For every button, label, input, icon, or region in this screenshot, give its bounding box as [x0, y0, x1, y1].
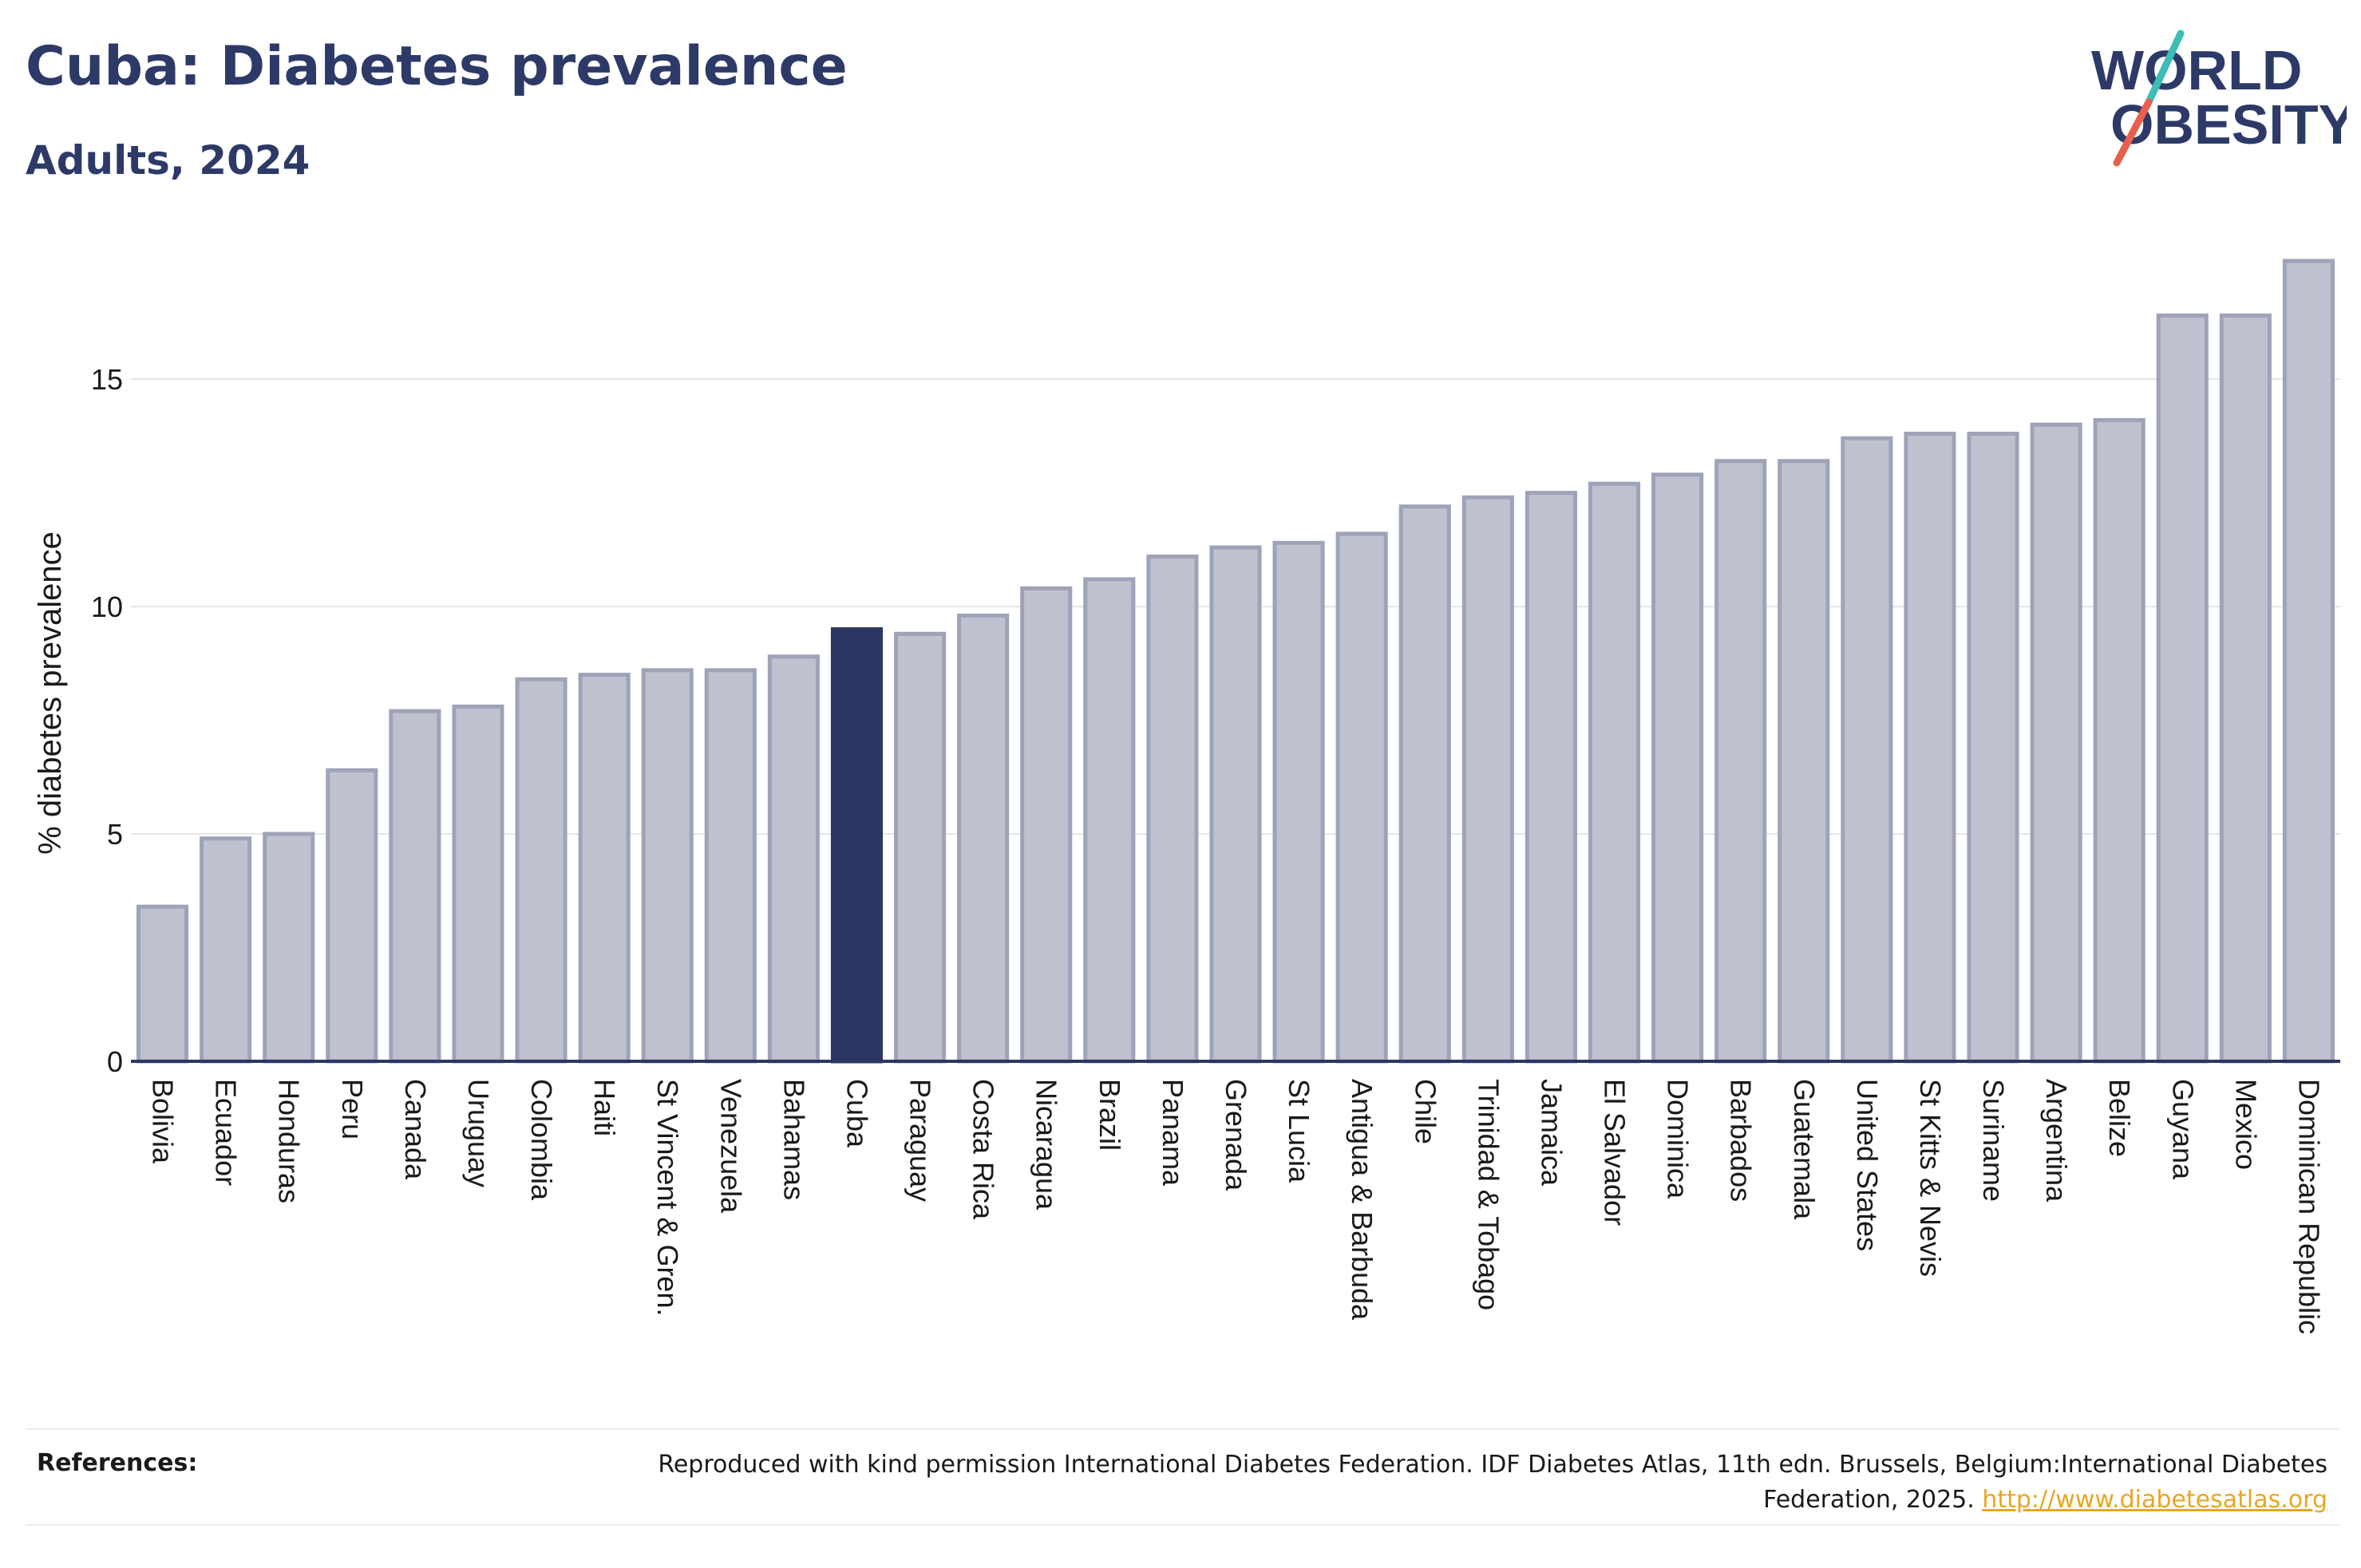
x-tick-labels: Bolivia Ecuador Honduras Peru Canada Uruguay C…	[147, 1079, 2326, 1334]
y-tick-label: 10	[91, 590, 123, 623]
references-label: References:	[37, 1449, 198, 1477]
x-tick-label: Paraguay	[904, 1079, 937, 1202]
logo-slash-red	[2113, 98, 2153, 167]
bar	[200, 836, 252, 1064]
x-tick-label: Cuba	[840, 1079, 873, 1148]
references-link[interactable]: http://www.diabetesatlas.org	[1982, 1486, 2327, 1514]
bar	[767, 654, 820, 1064]
x-tick-label: St Lucia	[1283, 1079, 1315, 1183]
x-tick-label: Brazil	[1093, 1079, 1126, 1151]
x-tick-label: Dominican Republic	[2292, 1079, 2325, 1334]
bar	[515, 677, 568, 1064]
bar	[2030, 422, 2082, 1064]
x-tick-label: St Kitts & Nevis	[1914, 1079, 1947, 1277]
bar	[1461, 495, 1514, 1064]
x-tick-label: Grenada	[1220, 1079, 1252, 1191]
x-tick-label: Suriname	[1977, 1079, 2010, 1202]
bar	[1714, 459, 1767, 1064]
x-tick-label: Ecuador	[210, 1079, 243, 1186]
chart-title: Cuba: Diabetes prevalence	[26, 35, 848, 98]
bar	[136, 904, 189, 1064]
x-tick-label: Mexico	[2229, 1079, 2262, 1170]
bar	[1020, 586, 1073, 1064]
x-tick-label: Costa Rica	[967, 1079, 1000, 1220]
bar	[1904, 432, 1956, 1064]
bar-chart: 0 5 10 15 Bolivia Ecuador Honduras Peru Canada U…	[33, 259, 2340, 1334]
x-tick-label: Guyana	[2166, 1079, 2199, 1180]
bar	[578, 673, 631, 1064]
bar	[2093, 417, 2145, 1064]
bar	[2282, 259, 2335, 1064]
bar	[1398, 504, 1451, 1064]
y-tick-labels: 0 5 10 15	[91, 363, 123, 1078]
bar	[1778, 459, 1830, 1064]
references-text: Reproduced with kind permission Internat…	[658, 1451, 2327, 1514]
x-tick-label: Honduras	[273, 1079, 306, 1203]
x-tick-label: Dominica	[1662, 1079, 1695, 1199]
bar	[1841, 436, 1893, 1064]
bars	[136, 259, 2335, 1064]
bar	[1146, 554, 1199, 1064]
x-tick-label: Jamaica	[1535, 1079, 1568, 1187]
logo-word-world: WORLD	[2091, 39, 2302, 101]
y-axis-label: % diabetes prevalence	[33, 531, 68, 855]
bar	[2219, 313, 2272, 1064]
logo-slash-teal	[2145, 30, 2185, 106]
x-tick-label: Panama	[1157, 1079, 1189, 1187]
y-tick-label: 15	[91, 363, 123, 396]
bar	[263, 831, 315, 1064]
bar	[1967, 432, 2019, 1064]
x-tick-label: Peru	[336, 1079, 369, 1139]
bar	[1651, 472, 1704, 1064]
x-tick-label: Uruguay	[462, 1079, 495, 1187]
y-tick-label: 0	[107, 1045, 123, 1078]
bar	[1272, 540, 1325, 1064]
x-tick-label: Argentina	[2040, 1079, 2073, 1203]
bar	[1083, 577, 1136, 1064]
y-tick-label: 5	[107, 818, 123, 851]
bar	[894, 631, 947, 1064]
x-tick-label: Chile	[1409, 1079, 1442, 1144]
bar	[1525, 491, 1577, 1064]
x-tick-label: Trinidad & Tobago	[1472, 1079, 1505, 1310]
x-tick-label: Belize	[2103, 1079, 2136, 1157]
world-obesity-logo: WORLD OBESITY	[2091, 30, 2347, 167]
x-tick-label: Bolivia	[147, 1079, 180, 1164]
x-tick-label: Guatemala	[1788, 1079, 1821, 1220]
references-box: References: Reproduced with kind permiss…	[26, 1428, 2340, 1526]
x-tick-label: St Vincent & Gren.	[651, 1079, 684, 1317]
bar	[1588, 481, 1641, 1064]
bar-highlight	[830, 627, 884, 1064]
x-tick-label: Antigua & Barbuda	[1346, 1079, 1378, 1321]
x-tick-label: Canada	[399, 1079, 432, 1180]
references-text-block: Reproduced with kind permission Internat…	[587, 1448, 2327, 1518]
bar	[452, 704, 504, 1064]
bar	[957, 614, 1010, 1064]
x-tick-label: United States	[1851, 1079, 1884, 1251]
x-tick-label: Haiti	[588, 1079, 621, 1136]
bar	[2156, 313, 2209, 1064]
bar	[1335, 531, 1388, 1064]
x-tick-label: Nicaragua	[1030, 1079, 1063, 1211]
x-tick-label: Bahamas	[777, 1079, 810, 1200]
x-tick-label: Venezuela	[714, 1079, 747, 1214]
chart-subtitle: Adults, 2024	[26, 137, 310, 184]
x-tick-label: Colombia	[525, 1079, 558, 1201]
bar	[704, 668, 757, 1064]
bar	[641, 668, 694, 1064]
x-tick-label: El Salvador	[1599, 1079, 1631, 1226]
bar	[326, 768, 378, 1064]
bar	[1209, 545, 1262, 1064]
bar	[389, 709, 441, 1064]
x-tick-label: Barbados	[1725, 1079, 1758, 1202]
